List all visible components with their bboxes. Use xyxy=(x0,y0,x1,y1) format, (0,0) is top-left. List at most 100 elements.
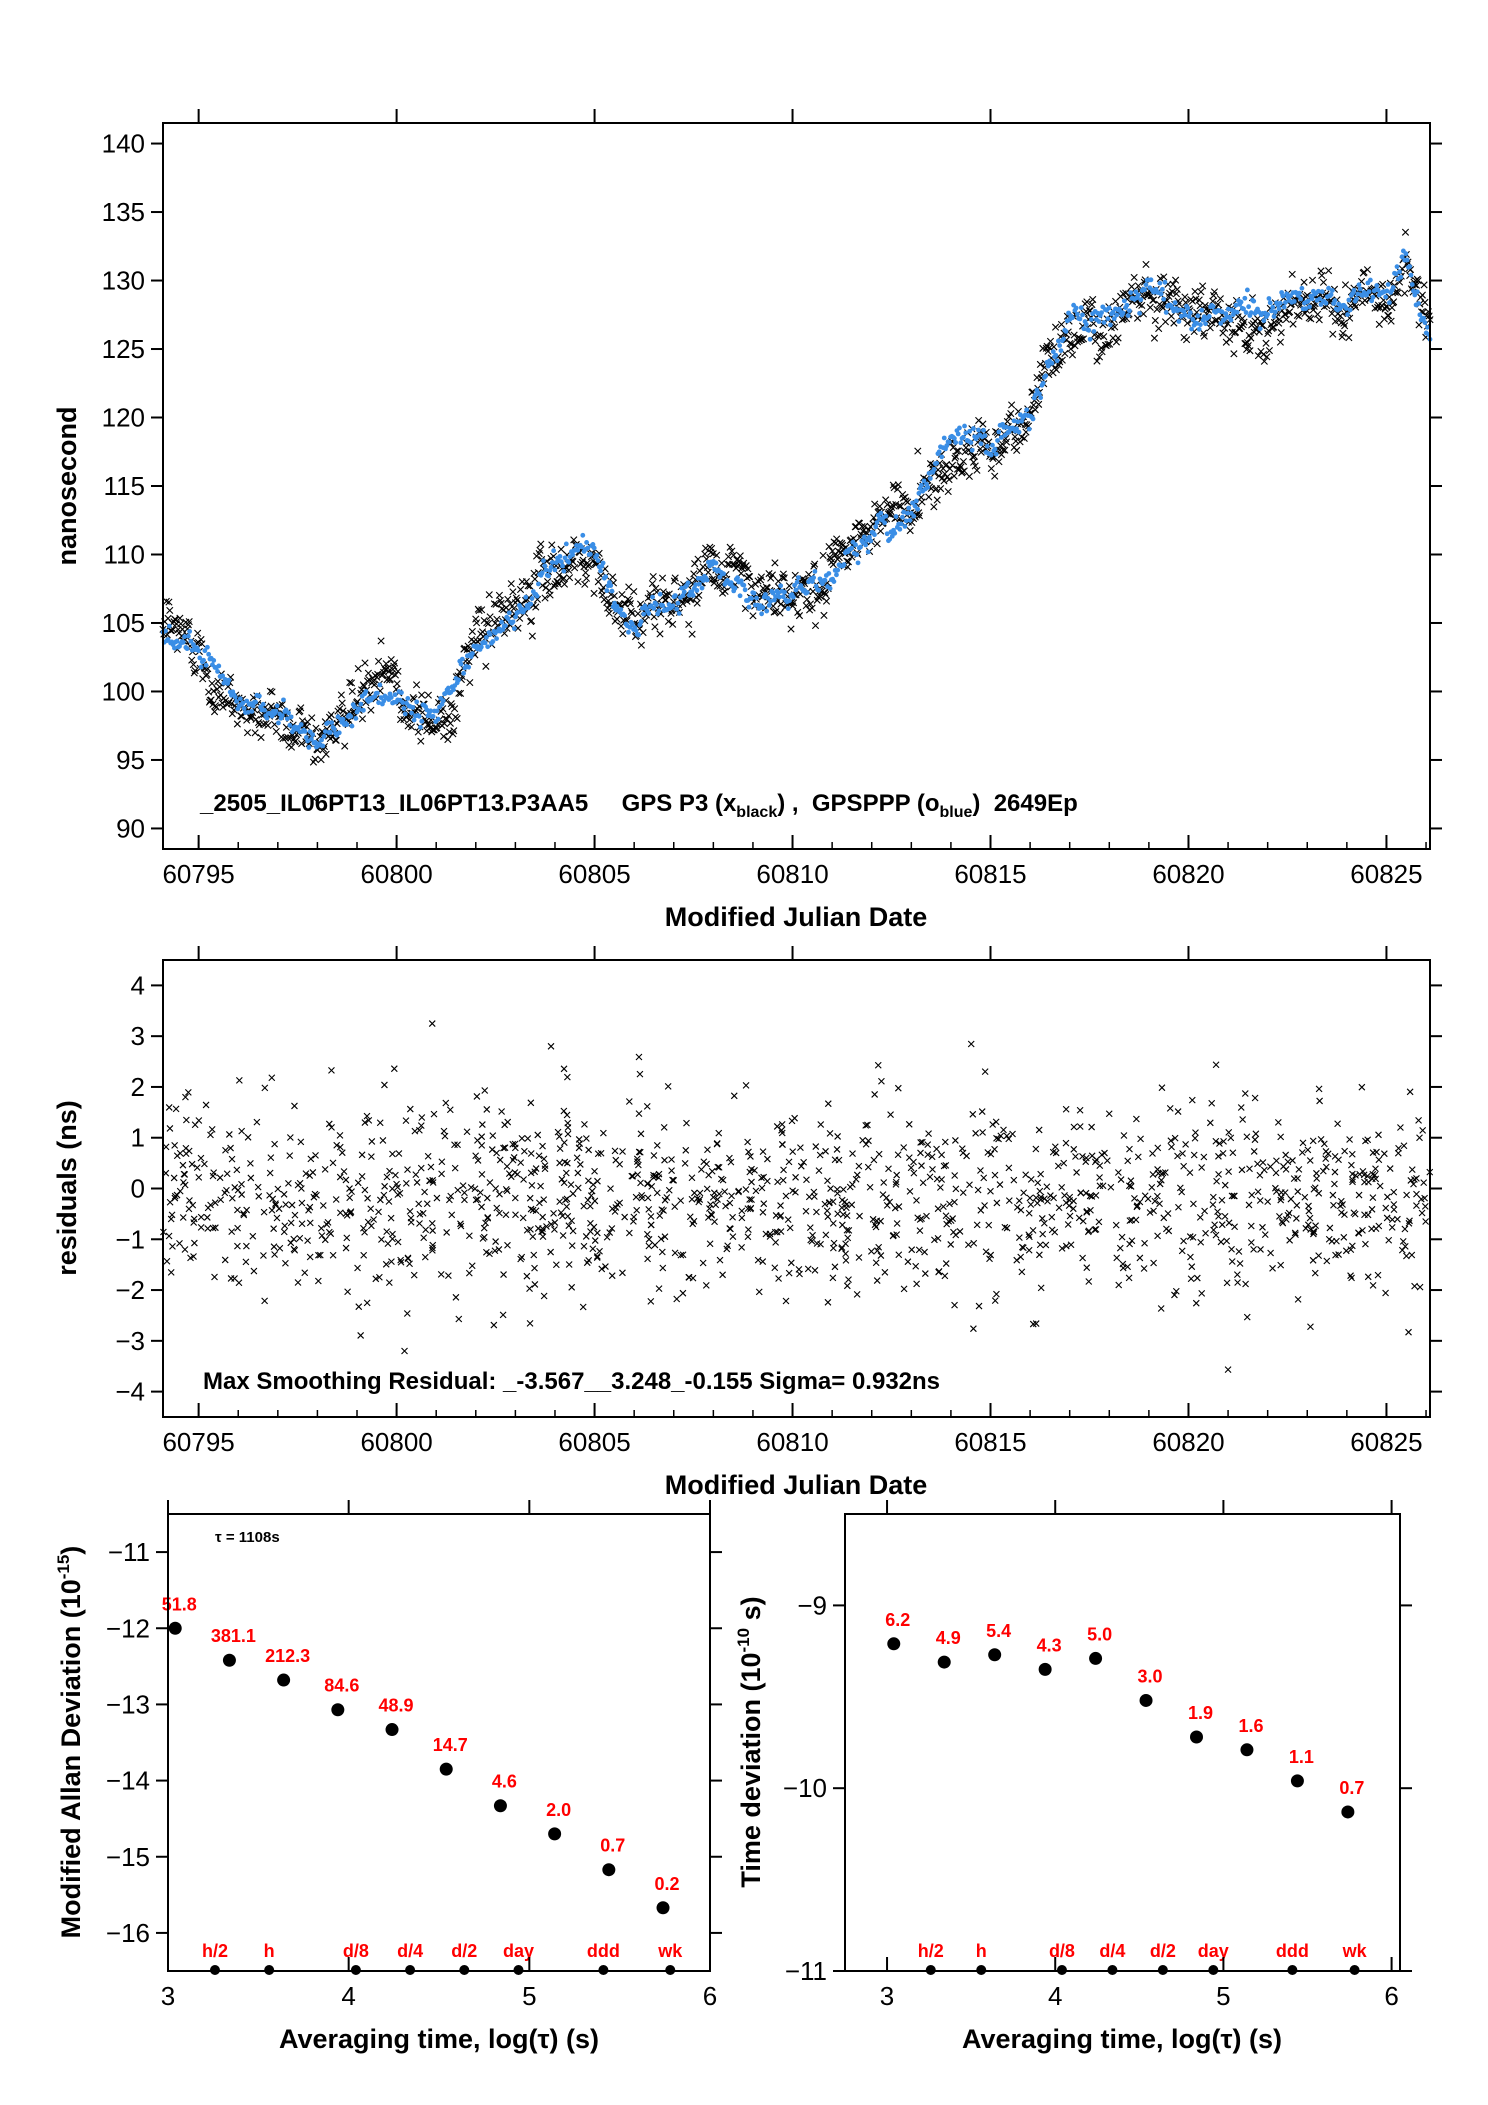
residual-point xyxy=(1187,1275,1195,1283)
residual-ytick-label: 3 xyxy=(131,1021,145,1051)
top-black-point xyxy=(610,592,618,600)
top-blue-point xyxy=(812,568,818,574)
residual-point xyxy=(1208,1099,1216,1107)
residual-point xyxy=(535,1152,543,1160)
top-blue-point xyxy=(835,567,841,573)
top-black-point xyxy=(1172,276,1180,284)
top-blue-point xyxy=(312,739,318,745)
top-blue-point xyxy=(878,510,884,516)
residual-point xyxy=(808,1237,816,1245)
top-blue-point xyxy=(1176,319,1182,324)
residual-point xyxy=(473,1093,481,1100)
top-blue-point xyxy=(1398,274,1404,280)
residual-point xyxy=(924,1151,932,1159)
residual-point xyxy=(729,1213,736,1221)
top-black-point xyxy=(216,683,224,691)
top-blue-point xyxy=(1370,294,1376,300)
top-blue-point xyxy=(1367,277,1373,283)
residual-point xyxy=(1331,1180,1338,1188)
residual-point xyxy=(1154,1144,1162,1152)
residual-point xyxy=(735,1188,742,1196)
residual-point xyxy=(1048,1213,1056,1221)
top-blue-point xyxy=(776,594,782,600)
residual-point xyxy=(689,1220,697,1228)
top-black-point xyxy=(1234,313,1242,321)
residual-point xyxy=(165,1232,173,1240)
residual-point xyxy=(792,1173,799,1181)
residual-point xyxy=(1073,1169,1080,1176)
residual-point xyxy=(849,1150,856,1157)
top-black-point xyxy=(959,457,968,466)
tdev-ytick-label: −10 xyxy=(783,1773,827,1803)
top-black-point xyxy=(1295,312,1303,320)
residual-point xyxy=(493,1149,500,1157)
top-blue-point xyxy=(451,687,456,693)
residual-point xyxy=(797,1162,805,1170)
residual-point xyxy=(368,1138,376,1145)
residual-point xyxy=(495,1246,503,1253)
top-black-point xyxy=(1199,282,1207,290)
top-blue-point xyxy=(1329,288,1335,293)
residual-point xyxy=(1386,1165,1394,1172)
residual-point xyxy=(755,1288,763,1296)
residual-point xyxy=(1086,1192,1094,1200)
top-black-point xyxy=(278,701,286,709)
residual-point xyxy=(338,1149,346,1157)
residual-point xyxy=(539,1233,547,1241)
residual-point xyxy=(242,1242,250,1250)
allan-plot-frame xyxy=(167,1513,711,1972)
top-blue-point xyxy=(858,544,863,550)
top-blue-point xyxy=(1190,316,1196,322)
top-black-point xyxy=(1394,289,1402,297)
residual-point xyxy=(503,1162,511,1170)
top-black-point xyxy=(219,703,227,711)
top-blue-point xyxy=(735,575,740,581)
residual-point xyxy=(511,1144,519,1152)
top-black-point xyxy=(546,591,554,599)
top-black-point xyxy=(268,688,276,696)
top-annotation-suffix: ) 2649Ep xyxy=(972,790,1077,817)
top-black-point xyxy=(191,667,199,675)
top-black-point xyxy=(298,740,306,748)
residual-point xyxy=(845,1226,853,1234)
residual-point xyxy=(644,1194,652,1202)
top-black-point xyxy=(835,553,843,562)
residual-point xyxy=(518,1135,526,1142)
residual-point xyxy=(688,1174,696,1182)
residual-point xyxy=(651,1241,659,1249)
top-black-point xyxy=(1197,288,1205,296)
residual-point xyxy=(1105,1110,1113,1118)
residual-point xyxy=(1164,1210,1172,1217)
top-blue-point xyxy=(1414,289,1420,295)
top-blue-point xyxy=(1307,304,1312,310)
top-black-point xyxy=(537,540,545,548)
top-blue-point xyxy=(685,580,691,586)
residual-point xyxy=(650,1171,657,1179)
top-black-point xyxy=(582,574,591,582)
top-black-point xyxy=(210,708,219,716)
residual-point xyxy=(1015,1234,1023,1241)
residual-point xyxy=(556,1159,563,1167)
top-blue-point xyxy=(1011,418,1017,424)
residual-point xyxy=(1113,1254,1121,1262)
top-blue-point xyxy=(882,520,888,526)
top-blue-point xyxy=(201,657,206,663)
residual-point xyxy=(671,1249,679,1257)
residual-point xyxy=(913,1280,921,1288)
top-blue-point xyxy=(1128,290,1134,296)
top-blue-point xyxy=(1390,285,1396,290)
residual-point xyxy=(893,1220,901,1227)
top-blue-point xyxy=(1347,307,1353,313)
residual-point xyxy=(433,1194,441,1202)
residual-point xyxy=(296,1234,304,1242)
residual-point xyxy=(864,1163,872,1171)
top-blue-point xyxy=(1397,269,1402,275)
top-blue-point xyxy=(1043,373,1049,379)
top-blue-point xyxy=(388,695,394,700)
tdev-ylabel-sup: -10 xyxy=(734,1628,753,1653)
residual-point xyxy=(635,1053,643,1061)
top-blue-point xyxy=(953,440,959,445)
residual-point xyxy=(877,1252,885,1259)
residual-point xyxy=(926,1173,934,1181)
residual-point xyxy=(286,1152,294,1159)
